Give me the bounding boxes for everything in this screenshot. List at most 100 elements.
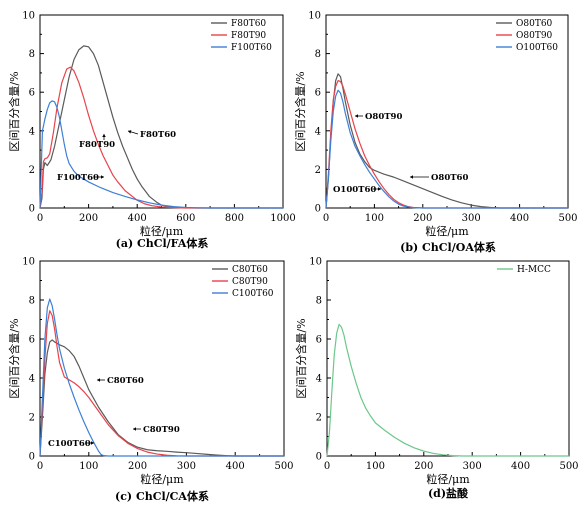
panel-4-caption: (d)盐酸	[428, 486, 469, 500]
panel-3-series-C100T60	[39, 298, 284, 457]
panel-3-y-tick-label: 10	[22, 257, 35, 268]
panel-1-legend-label-F80T90: F80T90	[231, 31, 266, 41]
panel-1-series-F80T90	[39, 66, 283, 209]
panel-3-x-tick-label: 500	[274, 461, 293, 472]
panel-2-annotation-O80T90: O80T90	[365, 112, 402, 122]
panel-2-x-tick-label: 100	[365, 213, 384, 224]
panel-1-y-tick-label: 4	[29, 126, 35, 137]
panel-3-annotation-arrowhead-C80T90	[133, 427, 136, 431]
panel-2-caption: (b) ChCl/OA体系	[400, 240, 496, 254]
panel-4-x-tick-label: 300	[463, 461, 482, 472]
panel-4-y-tick-label: 0	[316, 452, 322, 463]
panel-1-y-tick-label: 2	[29, 165, 35, 176]
panel-4-y-tick-label: 10	[309, 257, 322, 268]
panel-2-legend-label-O80T60: O80T60	[516, 19, 553, 29]
panel-4-y-tick-label: 4	[316, 374, 322, 385]
panel-2-y-tick-label: 2	[315, 165, 321, 176]
panel-2-y-axis-label: 区间百分含量/%	[293, 71, 307, 151]
panel-3-x-tick-label: 400	[226, 461, 245, 472]
panel-4-x-axis-label: 粒径/μm	[426, 472, 470, 486]
panel-1-x-tick-label: 1000	[270, 213, 295, 224]
panel-1-y-tick-label: 6	[29, 88, 35, 99]
panel-1-annotation-F100T60: F100T60	[57, 173, 99, 183]
panel-2-x-tick-label: 400	[510, 213, 529, 224]
panel-4-series-H-MCC	[326, 323, 569, 457]
panel-4-plot-frame	[326, 260, 570, 457]
panel-1-y-tick-label: 8	[29, 49, 35, 60]
panel-2-x-tick-label: 0	[323, 213, 329, 224]
panel-3-annotation-arrowhead-C100T60	[91, 441, 94, 445]
panel-2-x-axis-label: 粒径/μm	[425, 224, 469, 238]
panel-4-legend-label-H-MCC: H-MCC	[517, 265, 551, 275]
panel-3-series-C80T90	[39, 310, 284, 457]
panel-2-annotation-O80T60: O80T60	[431, 173, 468, 183]
panel-1-annotation-F80T60: F80T60	[140, 130, 176, 140]
panel-3-y-tick-label: 6	[29, 335, 35, 346]
panel-3-annotation-C100T60: C100T60	[48, 439, 91, 449]
panel-3-y-tick-label: 8	[29, 296, 35, 307]
panel-2-annotation-arrowhead-O100T60	[378, 187, 381, 191]
panel-1-x-tick-label: 400	[128, 213, 147, 224]
panel-1-caption: (a) ChCl/FA体系	[116, 236, 209, 250]
panel-1-series-F100T60	[39, 100, 283, 209]
panel-2-series-O100T60	[325, 89, 568, 209]
panel-1-annotation-arrowhead-F100T60	[101, 175, 104, 179]
panel-1-legend-label-F100T60: F100T60	[231, 43, 272, 53]
panel-1-legend-label-F80T60: F80T60	[231, 19, 266, 29]
panel-4-x-tick-label: 400	[511, 461, 530, 472]
panel-1-y-tick-label: 10	[22, 11, 35, 22]
panel-1-x-tick-label: 0	[37, 213, 43, 224]
panel-4-y-tick-label: 8	[316, 296, 322, 307]
panel-1-y-tick-label: 0	[29, 204, 35, 215]
panel-2-legend-label-O100T60: O100T60	[516, 43, 558, 53]
panel-4-x-tick-label: 0	[324, 461, 330, 472]
panel-1-x-tick-label: 800	[225, 213, 244, 224]
panel-2-y-tick-label: 0	[315, 204, 321, 215]
panel-4-x-tick-label: 100	[366, 461, 385, 472]
panel-2-y-tick-label: 8	[315, 49, 321, 60]
panel-3-y-tick-label: 4	[29, 374, 35, 385]
panel-3-annotation-arrowhead-C80T60	[97, 378, 100, 382]
panel-1-series-F80T60	[39, 45, 283, 209]
panel-3-y-tick-label: 2	[29, 413, 35, 424]
panel-3-y-tick-label: 0	[29, 452, 35, 463]
panel-3-annotation-C80T90: C80T90	[143, 425, 180, 435]
panel-3-annotation-C80T60: C80T60	[107, 376, 144, 386]
panel-2-x-tick-label: 200	[413, 213, 432, 224]
panel-3-x-tick-label: 100	[79, 461, 98, 472]
panel-1-x-axis-label: 粒径/μm	[140, 224, 184, 238]
panel-3-x-axis-label: 粒径/μm	[140, 472, 184, 486]
panel-3-y-axis-label: 区间百分含量/%	[7, 318, 21, 398]
panel-1-x-tick-label: 200	[79, 213, 98, 224]
panel-1-x-tick-label: 600	[176, 213, 195, 224]
panel-4-y-axis-label: 区间百分含量/%	[294, 318, 308, 398]
panel-2-y-tick-label: 6	[315, 88, 321, 99]
panel-2-annotation-arrowhead-O80T60	[410, 175, 413, 179]
panel-3-legend-label-C100T60: C100T60	[232, 289, 274, 299]
panel-3-x-tick-label: 0	[37, 461, 43, 472]
panel-2-y-tick-label: 4	[315, 126, 321, 137]
panel-3-legend-label-C80T90: C80T90	[232, 277, 268, 287]
panel-1-annotation-arrowhead-F80T90	[102, 134, 106, 137]
panel-3-caption: (c) ChCl/CA体系	[115, 489, 209, 503]
panel-2-annotation-arrowhead-O80T90	[355, 114, 358, 118]
panel-3-legend-label-C80T60: C80T60	[232, 265, 268, 275]
panel-3-x-tick-label: 300	[177, 461, 196, 472]
panel-4-y-tick-label: 6	[316, 335, 322, 346]
panel-4-x-tick-label: 200	[414, 461, 433, 472]
panel-1-y-axis-label: 区间百分含量/%	[7, 71, 21, 151]
panel-1-annotation-arrowhead-F80T60	[128, 130, 132, 134]
panel-2-legend-label-O80T90: O80T90	[516, 31, 553, 41]
panel-2-y-tick-label: 10	[308, 11, 321, 22]
panel-2-x-tick-label: 500	[558, 213, 577, 224]
panel-1-annotation-F80T90: F80T90	[79, 140, 115, 150]
panel-2-series-O80T60	[325, 73, 568, 209]
panel-2-x-tick-label: 300	[462, 213, 481, 224]
panel-2-annotation-O100T60: O100T60	[333, 185, 376, 195]
panel-4-y-tick-label: 2	[316, 413, 322, 424]
panel-3-series-C80T60	[39, 339, 284, 457]
panel-4-x-tick-label: 500	[559, 461, 578, 472]
panel-3-x-tick-label: 200	[128, 461, 147, 472]
